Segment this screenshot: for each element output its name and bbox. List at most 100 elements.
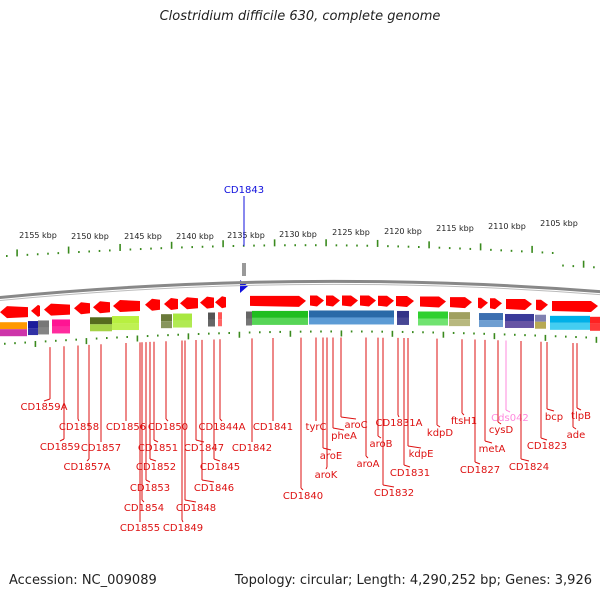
gene-label[interactable]: CD1858 <box>59 422 99 433</box>
gene-leader-line <box>325 466 328 470</box>
gene-arrow[interactable] <box>396 295 414 307</box>
gene-label[interactable]: CD1852 <box>136 462 176 473</box>
gene-arrow[interactable] <box>310 295 324 307</box>
gene-label[interactable]: CD1847 <box>184 443 224 454</box>
gene-arrow[interactable] <box>552 301 598 313</box>
gene-label[interactable]: CD1859 <box>40 442 80 453</box>
gene-leader-line <box>377 435 382 439</box>
gene-leader-line <box>86 458 90 462</box>
gene-leader-line <box>153 439 159 443</box>
gene-label[interactable]: CD1841 <box>253 422 293 433</box>
gene-arrow[interactable] <box>93 301 110 314</box>
gene-label[interactable]: CD1857A <box>64 462 111 473</box>
gene-arrow[interactable] <box>490 298 502 310</box>
gene-label[interactable]: CD1848 <box>176 503 216 514</box>
gene-label[interactable]: CD1846 <box>194 483 234 494</box>
gene-arrow[interactable] <box>250 295 306 307</box>
gene-arrow[interactable] <box>326 295 340 307</box>
minor-tick <box>88 250 90 253</box>
gene-label[interactable]: CD1856 <box>106 422 146 433</box>
major-tick <box>595 336 598 343</box>
gene-label[interactable]: CD1854 <box>124 503 164 514</box>
minor-tick <box>514 333 516 336</box>
gene-arrow[interactable] <box>113 299 140 312</box>
minor-tick <box>160 247 163 250</box>
gene-label[interactable]: CD1859A <box>21 402 68 413</box>
gene-label[interactable]: kdpE <box>409 449 434 460</box>
gene-label[interactable]: CD1832 <box>374 488 414 499</box>
scale-label: 2125 kbp <box>332 228 370 237</box>
minor-tick <box>371 330 373 333</box>
gene-label[interactable]: CD1849 <box>163 523 203 534</box>
gene-label[interactable]: ade <box>567 430 586 441</box>
scale-label: 2110 kbp <box>488 222 526 231</box>
major-tick <box>170 241 173 249</box>
minor-tick <box>551 251 554 254</box>
gene-arrow[interactable] <box>74 302 90 315</box>
scale-label: 2135 kbp <box>227 231 265 240</box>
gene-arrow[interactable] <box>44 303 70 316</box>
gene-arrow[interactable] <box>200 296 214 309</box>
gene-arrow[interactable] <box>215 296 226 309</box>
gene-arrow[interactable] <box>478 297 488 309</box>
gene-label[interactable]: CD1842 <box>232 443 272 454</box>
gene-label[interactable]: tlpB <box>571 411 591 422</box>
gene-label[interactable]: CD1844A <box>199 422 246 433</box>
minor-tick <box>310 330 312 333</box>
gene-label[interactable]: CD1824 <box>509 462 549 473</box>
gene-arrow[interactable] <box>145 298 160 311</box>
gene-label[interactable]: aroA <box>357 459 380 470</box>
gene-label[interactable]: CD1857 <box>81 443 121 454</box>
gene-label[interactable]: metA <box>479 444 506 455</box>
gene-label[interactable]: CD1855 <box>120 523 160 534</box>
gene-label[interactable]: CD1845 <box>200 462 240 473</box>
minor-tick <box>407 245 410 248</box>
minor-tick <box>418 246 420 249</box>
feature-block <box>418 311 448 319</box>
gene-label[interactable]: CD1853 <box>130 483 170 494</box>
gene-label[interactable]: aroK <box>315 470 338 481</box>
gene-label[interactable]: CD1850 <box>148 422 188 433</box>
gene-label[interactable]: bcp <box>545 412 563 423</box>
feature-block <box>418 318 448 326</box>
major-tick <box>531 245 533 253</box>
selected-gene-label[interactable]: CD1843 <box>224 185 264 196</box>
minor-tick <box>469 247 472 250</box>
gene-label[interactable]: CD1840 <box>283 491 323 502</box>
gene-arrow[interactable] <box>506 298 532 310</box>
gene-label[interactable]: kdpD <box>427 428 453 439</box>
gene-arrow[interactable] <box>360 295 376 307</box>
minor-tick <box>473 332 475 335</box>
gene-arrow[interactable] <box>164 297 178 310</box>
gene-label[interactable]: aroE <box>320 451 342 462</box>
gene-arrow[interactable] <box>342 295 358 307</box>
gene-label[interactable]: ftsH1 <box>451 416 477 427</box>
gene-arrow[interactable] <box>0 306 28 319</box>
feature-block <box>535 321 546 329</box>
feature-block <box>52 319 70 327</box>
major-tick <box>273 239 276 247</box>
feature-block <box>90 317 112 325</box>
minor-tick <box>510 249 513 252</box>
gene-label[interactable]: Cds042 <box>491 413 529 424</box>
gene-label[interactable]: CD1851 <box>138 443 178 454</box>
gene-arrow[interactable] <box>180 297 198 310</box>
gene-arrow[interactable] <box>420 296 446 308</box>
minor-tick <box>315 244 317 247</box>
gene-arrow[interactable] <box>536 299 548 311</box>
gene-label[interactable]: cysD <box>489 425 514 436</box>
gene-label[interactable]: CD1823 <box>527 441 567 452</box>
gene-label[interactable]: CD1831A <box>376 418 423 429</box>
minor-tick <box>572 265 575 268</box>
gene-label[interactable]: tyrC <box>306 422 327 433</box>
gene-arrow[interactable] <box>450 297 472 309</box>
gene-label[interactable]: CD1827 <box>460 465 500 476</box>
gene-label[interactable]: aroB <box>370 439 393 450</box>
gene-label[interactable]: CD1831 <box>390 468 430 479</box>
minor-tick <box>44 340 47 343</box>
gene-arrow[interactable] <box>378 295 394 307</box>
gene-label[interactable]: pheA <box>331 431 357 442</box>
gene-label[interactable]: aroC <box>344 420 367 431</box>
minor-tick <box>197 332 200 335</box>
gene-arrow[interactable] <box>31 304 40 317</box>
